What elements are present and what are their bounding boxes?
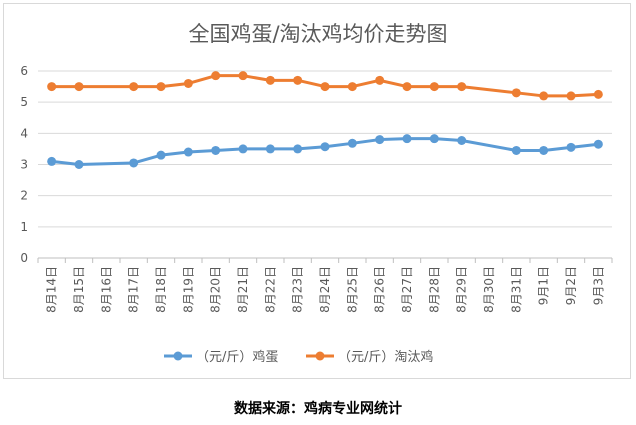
data-point — [129, 158, 139, 168]
data-point — [429, 82, 439, 92]
data-point — [375, 75, 385, 85]
data-point — [593, 89, 603, 99]
source-caption: 数据来源：鸡病专业网统计 — [234, 401, 402, 417]
legend-label: （元/斤）鸡蛋 — [196, 349, 278, 365]
y-tick-label: 4 — [20, 126, 28, 140]
legend-swatch-marker — [315, 351, 325, 361]
data-point — [47, 156, 57, 166]
data-point — [74, 160, 84, 169]
data-point — [183, 78, 193, 88]
data-point — [129, 82, 139, 92]
data-point — [511, 145, 521, 155]
chart-frame: 全国鸡蛋/淘汰鸡均价走势图 0 1 2 3 4 5 6 8月14日 8月15日 8月16日 8月17… — [3, 3, 631, 379]
x-tick-label: 8月28日 — [427, 266, 441, 313]
chart-title: 全国鸡蛋/淘汰鸡均价走势图 — [188, 22, 448, 46]
data-point — [539, 145, 549, 155]
legend-swatch-marker — [173, 351, 183, 361]
data-point — [47, 82, 57, 92]
data-point — [183, 147, 193, 157]
x-tick-label: 8月30日 — [482, 266, 496, 313]
data-point — [566, 91, 576, 101]
data-point — [293, 75, 303, 85]
x-tick-label: 8月27日 — [400, 266, 414, 313]
data-point — [211, 145, 221, 155]
data-point — [238, 144, 248, 154]
data-point — [320, 82, 330, 92]
legend-label: （元/斤）淘汰鸡 — [338, 349, 433, 365]
x-tick-label: 8月15日 — [72, 266, 86, 313]
y-tick-label: 2 — [20, 189, 28, 203]
x-tick-label: 8月20日 — [209, 266, 223, 313]
x-tick-label: 9月3日 — [591, 266, 605, 305]
data-point — [74, 82, 84, 92]
x-tick-label: 8月18日 — [154, 266, 168, 313]
data-point — [320, 142, 330, 152]
data-point — [429, 134, 439, 144]
x-tick-label: 9月2日 — [564, 266, 578, 305]
x-tick-label: 8月21日 — [236, 266, 250, 313]
data-point — [457, 136, 467, 146]
x-tick-label: 9月1日 — [537, 266, 551, 305]
data-point — [265, 144, 275, 154]
y-tick-label: 5 — [20, 95, 28, 109]
data-point — [511, 88, 521, 98]
data-point — [211, 71, 221, 81]
x-tick-label: 8月14日 — [45, 266, 59, 313]
data-point — [265, 75, 275, 85]
x-tick-label: 8月31日 — [509, 266, 523, 313]
y-tick-label: 3 — [20, 158, 28, 172]
y-tick-label: 0 — [20, 251, 28, 265]
x-tick-label: 8月26日 — [373, 266, 387, 313]
x-tick-label: 8月23日 — [291, 266, 305, 313]
x-tick-label: 8月16日 — [99, 266, 113, 313]
data-point — [593, 139, 603, 149]
y-tick-label: 6 — [20, 64, 28, 78]
data-point — [402, 134, 412, 144]
data-point — [375, 135, 385, 145]
y-tick-label: 1 — [20, 220, 28, 234]
data-point — [347, 138, 357, 148]
data-point — [347, 82, 357, 92]
line-chart: 0 1 2 3 4 5 6 8月14日 8月15日 8月16日 8月17日 8月18日 8月19日 8月2… — [20, 64, 613, 365]
data-point — [293, 144, 303, 154]
x-tick-label: 8月25日 — [345, 266, 359, 313]
data-point — [566, 142, 576, 152]
data-point — [156, 82, 166, 92]
x-tick-label: 8月24日 — [318, 266, 332, 313]
data-point — [156, 150, 166, 160]
data-point — [457, 82, 467, 92]
x-tick-label: 8月19日 — [181, 266, 195, 313]
data-point — [402, 82, 412, 92]
x-tick-label: 8月29日 — [455, 266, 469, 313]
data-point — [238, 71, 248, 81]
x-tick-label: 8月17日 — [127, 266, 141, 313]
x-tick-label: 8月22日 — [263, 266, 277, 313]
data-point — [539, 91, 549, 101]
